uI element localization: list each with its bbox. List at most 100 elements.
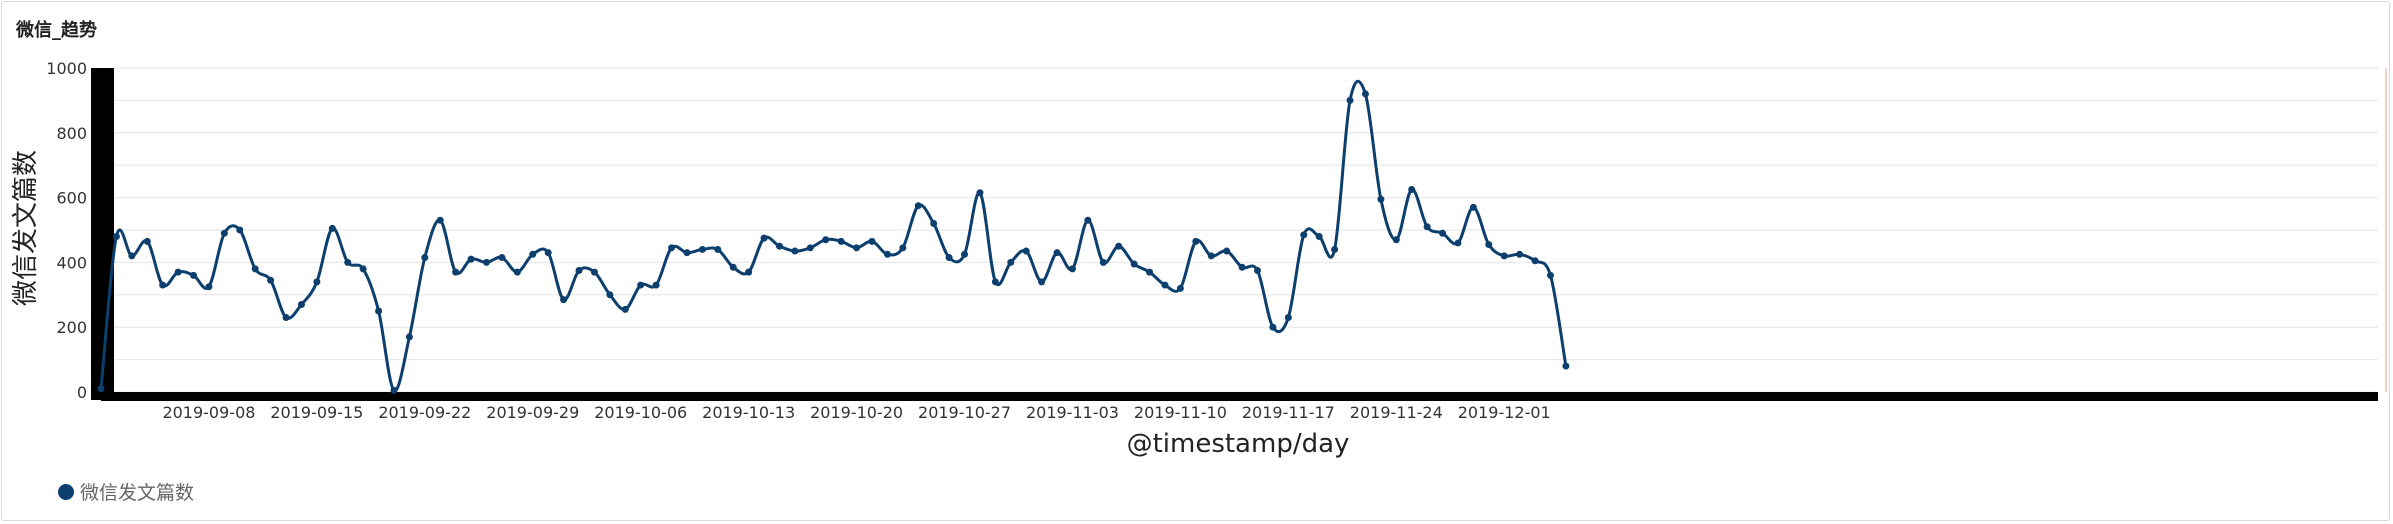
data-point[interactable] xyxy=(190,271,198,279)
data-point[interactable] xyxy=(1053,249,1061,257)
data-point[interactable] xyxy=(899,244,907,252)
data-point[interactable] xyxy=(159,281,167,289)
data-point[interactable] xyxy=(1469,203,1477,211)
data-point[interactable] xyxy=(251,265,259,273)
data-point[interactable] xyxy=(1084,216,1092,224)
data-point[interactable] xyxy=(1315,232,1323,240)
data-point[interactable] xyxy=(652,281,660,289)
data-point[interactable] xyxy=(405,333,413,341)
data-point[interactable] xyxy=(344,258,352,266)
data-point[interactable] xyxy=(128,252,136,260)
data-point[interactable] xyxy=(1516,250,1524,258)
data-point[interactable] xyxy=(806,244,814,252)
data-point[interactable] xyxy=(1562,362,1570,370)
data-point[interactable] xyxy=(328,224,336,232)
data-point[interactable] xyxy=(698,245,706,253)
data-point[interactable] xyxy=(1361,90,1369,98)
data-point[interactable] xyxy=(976,189,984,197)
data-point[interactable] xyxy=(1269,323,1277,331)
data-point[interactable] xyxy=(421,254,429,262)
data-point[interactable] xyxy=(760,234,768,242)
data-point[interactable] xyxy=(390,386,398,394)
data-point[interactable] xyxy=(714,245,722,253)
data-point[interactable] xyxy=(544,249,552,257)
data-point[interactable] xyxy=(1238,263,1246,271)
data-point[interactable] xyxy=(1207,252,1215,260)
data-point[interactable] xyxy=(1223,247,1231,255)
data-point[interactable] xyxy=(745,268,753,276)
data-point[interactable] xyxy=(683,249,691,257)
data-point[interactable] xyxy=(837,237,845,245)
data-point[interactable] xyxy=(575,267,583,274)
data-point[interactable] xyxy=(883,250,891,258)
data-point[interactable] xyxy=(961,250,969,258)
data-point[interactable] xyxy=(282,313,290,321)
data-point[interactable] xyxy=(1331,245,1339,253)
data-point[interactable] xyxy=(1531,257,1539,265)
data-point[interactable] xyxy=(112,232,120,240)
data-point[interactable] xyxy=(991,278,999,286)
data-point[interactable] xyxy=(1068,265,1076,273)
data-point[interactable] xyxy=(637,281,645,289)
y-axis-title: 微信发文篇数 xyxy=(11,150,41,306)
data-point[interactable] xyxy=(1022,247,1030,255)
data-point[interactable] xyxy=(1485,241,1493,249)
data-point[interactable] xyxy=(1392,236,1400,244)
data-point[interactable] xyxy=(498,254,506,262)
data-point[interactable] xyxy=(1377,195,1385,203)
data-point[interactable] xyxy=(467,255,475,263)
data-point[interactable] xyxy=(1099,258,1107,266)
legend-item[interactable]: 微信发文篇数 xyxy=(58,478,194,505)
data-point[interactable] xyxy=(1254,267,1261,274)
data-point[interactable] xyxy=(590,268,598,276)
data-point[interactable] xyxy=(143,237,151,245)
data-point[interactable] xyxy=(1423,223,1431,231)
data-point[interactable] xyxy=(1038,278,1046,286)
data-point[interactable] xyxy=(436,216,444,224)
data-point[interactable] xyxy=(513,268,521,276)
data-point[interactable] xyxy=(267,276,275,284)
data-point[interactable] xyxy=(1007,258,1015,266)
data-point[interactable] xyxy=(452,268,460,276)
data-point[interactable] xyxy=(853,244,861,252)
data-point[interactable] xyxy=(668,244,676,252)
data-point[interactable] xyxy=(205,283,213,291)
data-point[interactable] xyxy=(236,226,244,234)
data-point[interactable] xyxy=(1454,239,1462,247)
data-point[interactable] xyxy=(1408,186,1416,193)
data-point[interactable] xyxy=(220,229,228,237)
data-point[interactable] xyxy=(375,307,383,315)
data-point[interactable] xyxy=(297,301,305,309)
data-point[interactable] xyxy=(930,220,938,228)
data-point[interactable] xyxy=(313,278,321,286)
data-point[interactable] xyxy=(1284,313,1292,321)
data-point[interactable] xyxy=(1300,231,1308,239)
data-point[interactable] xyxy=(1346,96,1354,104)
data-point[interactable] xyxy=(775,242,783,250)
data-point[interactable] xyxy=(822,236,830,244)
data-point[interactable] xyxy=(791,247,799,255)
data-point[interactable] xyxy=(97,385,105,393)
data-point[interactable] xyxy=(560,296,568,304)
data-point[interactable] xyxy=(1546,271,1554,279)
data-point[interactable] xyxy=(621,305,629,313)
legend-marker-icon xyxy=(58,483,74,500)
data-point[interactable] xyxy=(729,263,737,271)
data-point[interactable] xyxy=(1146,268,1154,276)
data-point[interactable] xyxy=(1130,260,1138,268)
data-point[interactable] xyxy=(1115,242,1123,250)
data-point[interactable] xyxy=(529,250,537,258)
data-point[interactable] xyxy=(914,202,922,210)
data-point[interactable] xyxy=(483,258,490,266)
data-point[interactable] xyxy=(174,268,182,276)
data-point[interactable] xyxy=(1192,237,1200,245)
data-point[interactable] xyxy=(606,291,614,299)
data-point[interactable] xyxy=(359,265,367,273)
data-point[interactable] xyxy=(868,237,876,245)
grid-lines xyxy=(114,67,2378,393)
data-point[interactable] xyxy=(1439,229,1447,237)
data-point[interactable] xyxy=(1176,284,1184,292)
data-point[interactable] xyxy=(945,254,953,262)
data-point[interactable] xyxy=(1500,252,1508,260)
data-point[interactable] xyxy=(1161,281,1169,289)
